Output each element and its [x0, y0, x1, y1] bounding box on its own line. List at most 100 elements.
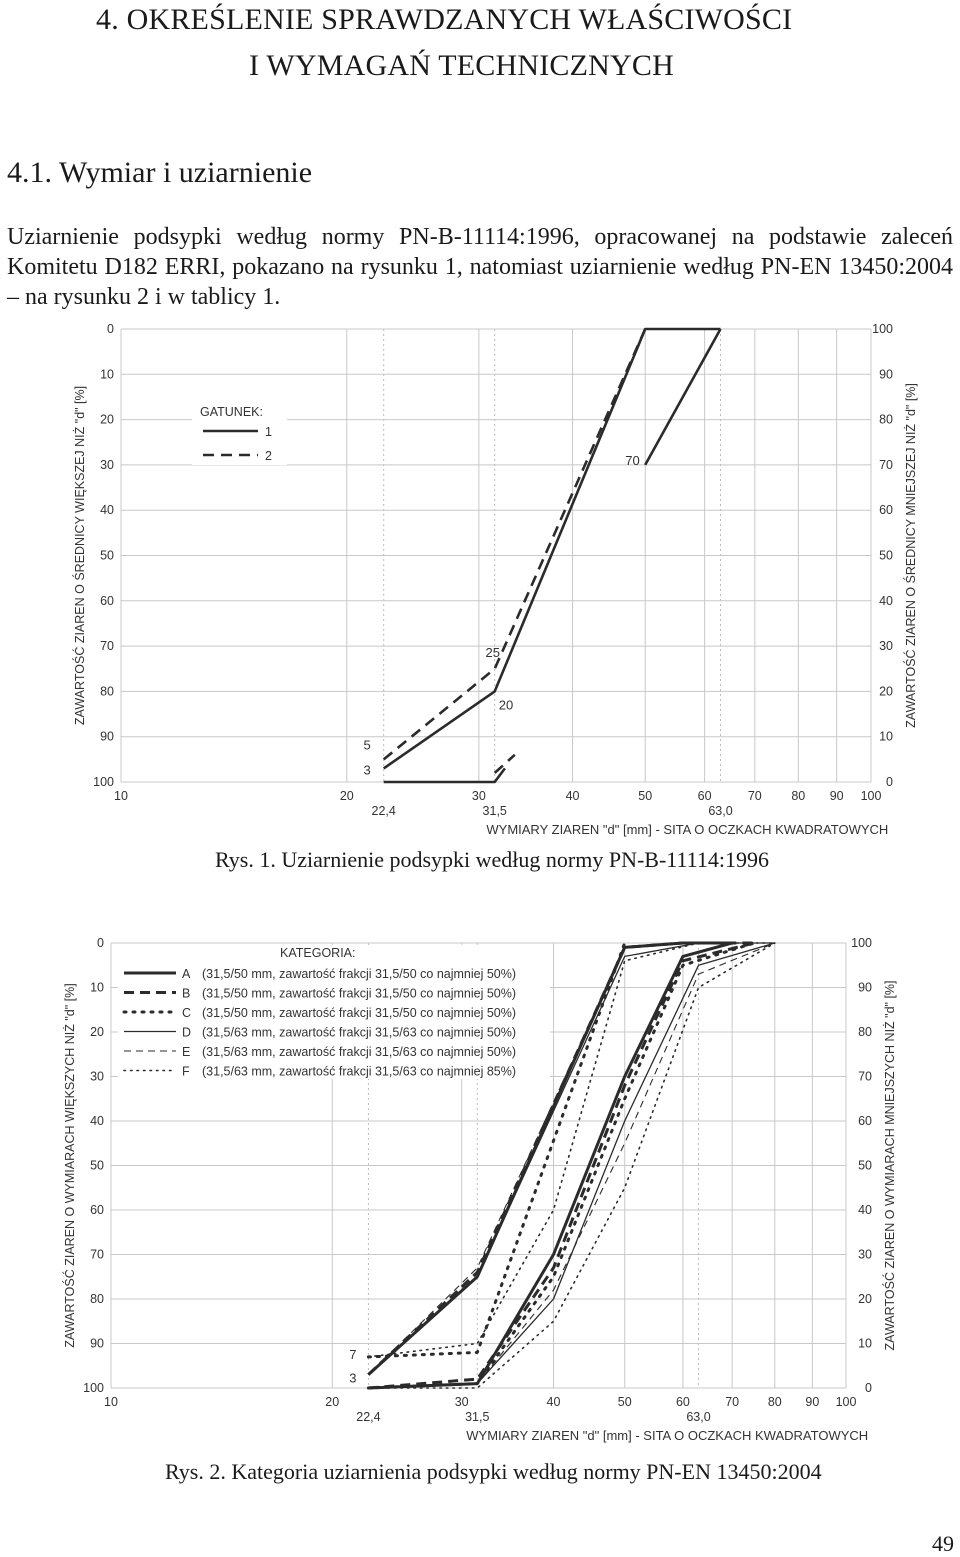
y-right-tick-label: 30: [858, 1248, 872, 1262]
y-axis-title-right: ZAWARTOŚĆ ZIAREN O ŚREDNICY MNIEJSZEJ NI…: [903, 383, 918, 728]
y-right-tick-label: 50: [879, 549, 893, 563]
y-left-tick-label: 0: [107, 322, 114, 336]
x-tick-label: 40: [547, 1395, 561, 1409]
y-left-tick-label: 70: [90, 1248, 104, 1262]
y-right-tick-label: 40: [879, 594, 893, 608]
x-tick-label: 10: [104, 1395, 118, 1409]
data-annotation: 7: [349, 1347, 356, 1362]
x-tick-label: 90: [830, 789, 844, 803]
legend-label-c: C: [182, 1006, 191, 1020]
x-special-tick-label: 22,4: [372, 804, 396, 818]
legend-desc-b: (31,5/50 mm, zawartość frakcji 31,5/50 c…: [202, 987, 516, 1001]
x-axis-title: WYMIARY ZIAREN "d" [mm] - SITA O OCZKACH…: [466, 1428, 868, 1443]
series-line-2: [382, 328, 647, 761]
y-left-tick-label: 0: [97, 936, 104, 950]
y-left-tick-label: 80: [90, 1292, 104, 1306]
legend-title: GATUNEK:: [200, 405, 263, 419]
legend-label-1: 1: [265, 425, 272, 439]
y-left-tick-label: 60: [100, 594, 114, 608]
x-special-tick-label: 31,5: [465, 1410, 489, 1424]
y-right-tick-label: 0: [865, 1381, 872, 1395]
x-tick-label: 20: [325, 1395, 339, 1409]
y-axis-title-left: ZAWARTOŚĆ ZIAREN O WYMIARACH WIĘKSZYCH N…: [62, 983, 77, 1347]
legend-title: KATEGORIA:: [280, 946, 355, 960]
legend-label-f: F: [182, 1065, 190, 1079]
series-line-2: [493, 753, 516, 774]
x-tick-label: 60: [676, 1395, 690, 1409]
x-tick-label: 30: [455, 1395, 469, 1409]
data-annotation: 3: [363, 762, 370, 777]
y-left-tick-label: 30: [100, 458, 114, 472]
legend-desc-f: (31,5/63 mm, zawartość frakcji 31,5/63 c…: [202, 1065, 516, 1079]
y-axis-title-left: ZAWARTOŚĆ ZIAREN O ŚREDNICY WIĘKSZEJ NIŻ…: [72, 386, 87, 725]
y-right-tick-label: 60: [879, 503, 893, 517]
y-right-tick-label: 50: [858, 1159, 872, 1173]
y-right-tick-label: 80: [858, 1025, 872, 1039]
legend-label-d: D: [182, 1026, 191, 1040]
legend-label-a: A: [182, 967, 191, 981]
y-left-tick-label: 90: [100, 730, 114, 744]
legend-label-b: B: [182, 987, 190, 1001]
y-right-tick-label: 90: [879, 367, 893, 381]
y-left-tick-label: 40: [100, 503, 114, 517]
x-tick-label: 80: [791, 789, 805, 803]
legend-desc-c: (31,5/50 mm, zawartość frakcji 31,5/50 c…: [202, 1006, 516, 1020]
y-left-tick-label: 20: [100, 413, 114, 427]
y-left-tick-label: 100: [93, 775, 114, 789]
series-line-c: [366, 941, 627, 1359]
y-right-tick-label: 0: [886, 775, 893, 789]
y-right-tick-label: 40: [858, 1203, 872, 1217]
y-left-tick-label: 90: [90, 1337, 104, 1351]
data-annotation: 3: [349, 1371, 356, 1386]
y-right-tick-label: 70: [879, 458, 893, 472]
series-line-f: [367, 942, 776, 1389]
x-special-tick-label: 63,0: [708, 804, 732, 818]
data-annotation: 25: [485, 645, 499, 660]
series-line-1: [644, 328, 722, 466]
y-right-tick-label: 60: [858, 1114, 872, 1128]
series-line-1: [383, 767, 506, 784]
y-left-tick-label: 70: [100, 639, 114, 653]
x-special-tick-label: 63,0: [686, 1410, 710, 1424]
series-line-f: [367, 942, 776, 1358]
y-left-tick-label: 100: [83, 1381, 104, 1395]
y-left-tick-label: 10: [90, 981, 104, 995]
y-left-tick-label: 40: [90, 1114, 104, 1128]
x-tick-label: 60: [698, 789, 712, 803]
x-tick-label: 100: [861, 789, 882, 803]
y-left-tick-label: 50: [100, 549, 114, 563]
x-tick-label: 90: [805, 1395, 819, 1409]
y-right-tick-label: 100: [872, 322, 893, 336]
y-left-tick-label: 50: [90, 1159, 104, 1173]
y-right-tick-label: 80: [879, 413, 893, 427]
y-right-tick-label: 20: [858, 1292, 872, 1306]
x-tick-label: 80: [768, 1395, 782, 1409]
x-tick-label: 10: [114, 789, 128, 803]
data-annotation: 70: [625, 453, 639, 468]
y-right-tick-label: 90: [858, 981, 872, 995]
series-line-b: [368, 941, 755, 1390]
legend-desc-d: (31,5/63 mm, zawartość frakcji 31,5/63 c…: [202, 1026, 516, 1040]
series-line-1: [382, 327, 721, 770]
y-left-tick-label: 60: [90, 1203, 104, 1217]
y-right-tick-label: 10: [858, 1337, 872, 1351]
legend-label-2: 2: [265, 449, 272, 463]
y-right-tick-label: 70: [858, 1070, 872, 1084]
y-right-tick-label: 10: [879, 730, 893, 744]
x-tick-label: 20: [340, 789, 354, 803]
figure-1-caption: Rys. 1. Uziarnienie podsypki według norm…: [215, 847, 769, 872]
body-paragraph: Uziarnienie podsypki według normy PN-B-1…: [7, 224, 953, 310]
chapter-heading-line2: I WYMAGAŃ TECHNICZNYCH: [249, 49, 674, 82]
x-tick-label: 50: [618, 1395, 632, 1409]
y-axis-title-right: ZAWARTOŚĆ ZIAREN O WYMIARACH MNIEJSZYCH …: [882, 980, 897, 1350]
x-tick-label: 100: [836, 1395, 857, 1409]
legend-desc-e: (31,5/63 mm, zawartość frakcji 31,5/63 c…: [202, 1045, 516, 1059]
x-tick-label: 70: [725, 1395, 739, 1409]
y-right-tick-label: 100: [851, 936, 872, 950]
page-number: 49: [932, 1531, 954, 1556]
y-left-tick-label: 10: [100, 367, 114, 381]
legend-background: [118, 945, 550, 1079]
